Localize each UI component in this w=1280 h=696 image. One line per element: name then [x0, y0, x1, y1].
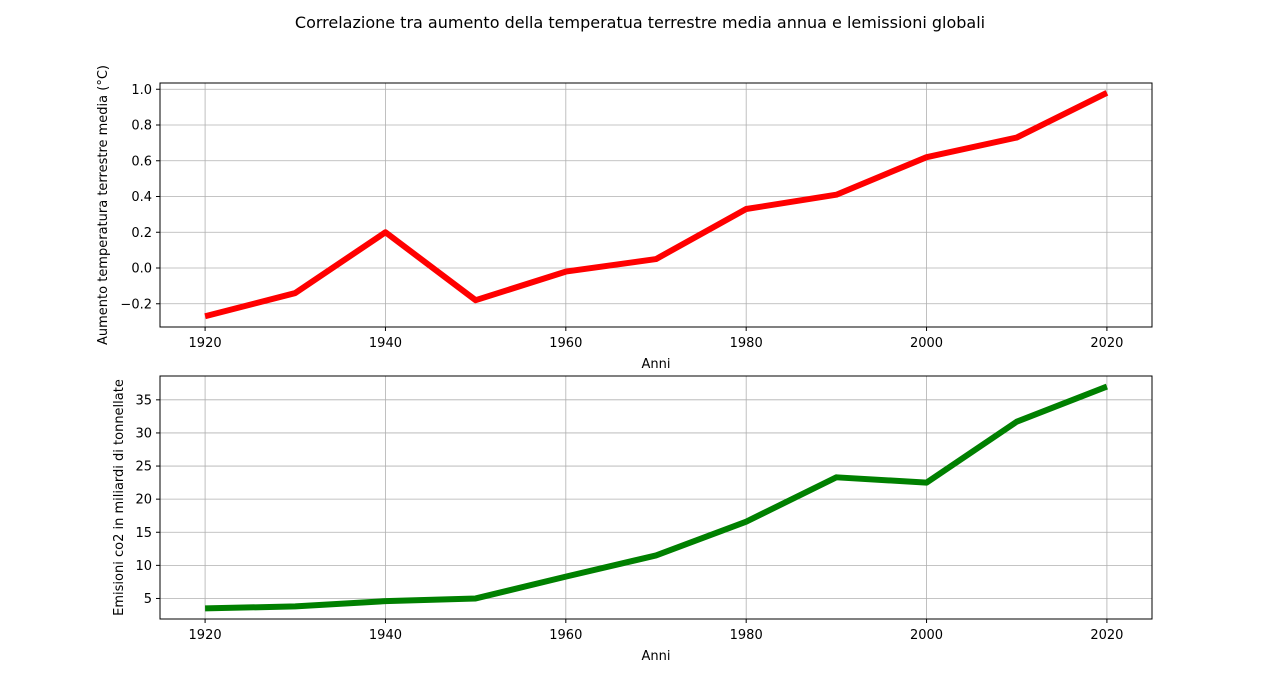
temperature-x-axis-label: Anni	[642, 357, 671, 372]
co2-x-tick-label: 1940	[369, 628, 402, 643]
temperature-axes-frame	[159, 82, 1153, 328]
temperature-x-tick-label: 1980	[730, 336, 763, 351]
co2-x-axis-label: Anni	[642, 649, 671, 664]
co2-emissions-plot: 1920 1940 1960 1980 2000 2020 5 10 15 20 25 30 35 Ann…	[112, 375, 1153, 664]
co2-axes-frame	[159, 375, 1153, 620]
co2-series-line	[205, 383, 1108, 612]
temperature-x-tick-label: 2000	[910, 336, 943, 351]
temperature-x-tick-label: 1920	[189, 336, 222, 351]
temperature-y-tick-label: 1.0	[131, 83, 152, 98]
figure-title: Correlazione tra aumento della temperatu…	[295, 13, 985, 32]
co2-x-tick-label: 1920	[189, 628, 222, 643]
temperature-y-tick-label: 0.0	[131, 262, 152, 277]
co2-y-tick-label: 5	[144, 592, 152, 607]
co2-y-tick-label: 30	[135, 426, 152, 441]
temperature-plot: 1920 1940 1960 1980 2000 2020 −0.2 0.0 0.2 0.4 0.6…	[96, 65, 1153, 372]
co2-y-tick-label: 35	[135, 393, 152, 408]
temperature-y-axis-label: Aumento temperatura terrestre media (°C)	[96, 65, 111, 345]
co2-y-axis-label: Emisioni co2 in miliardi di tonnellate	[112, 379, 127, 616]
co2-x-tick-label: 2020	[1090, 628, 1123, 643]
temperature-x-tick-label: 2020	[1090, 336, 1123, 351]
temperature-y-tick-label: 0.2	[131, 226, 152, 241]
co2-y-tick-label: 20	[135, 493, 152, 508]
co2-y-tick-label: 15	[135, 526, 152, 541]
temperature-y-tick-label: 0.6	[131, 154, 152, 169]
temperature-y-tick-label: 0.8	[131, 119, 152, 134]
co2-y-tick-label: 10	[135, 559, 152, 574]
temperature-series-line	[204, 90, 1109, 320]
co2-x-tick-label: 2000	[910, 628, 943, 643]
temperature-y-tick-label: −0.2	[120, 297, 152, 312]
co2-y-tick-label: 25	[135, 460, 152, 475]
co2-x-tick-label: 1960	[549, 628, 582, 643]
temperature-x-tick-label: 1960	[549, 336, 582, 351]
temperature-y-tick-label: 0.4	[131, 190, 152, 205]
temperature-x-tick-label: 1940	[369, 336, 402, 351]
co2-x-tick-label: 1980	[730, 628, 763, 643]
